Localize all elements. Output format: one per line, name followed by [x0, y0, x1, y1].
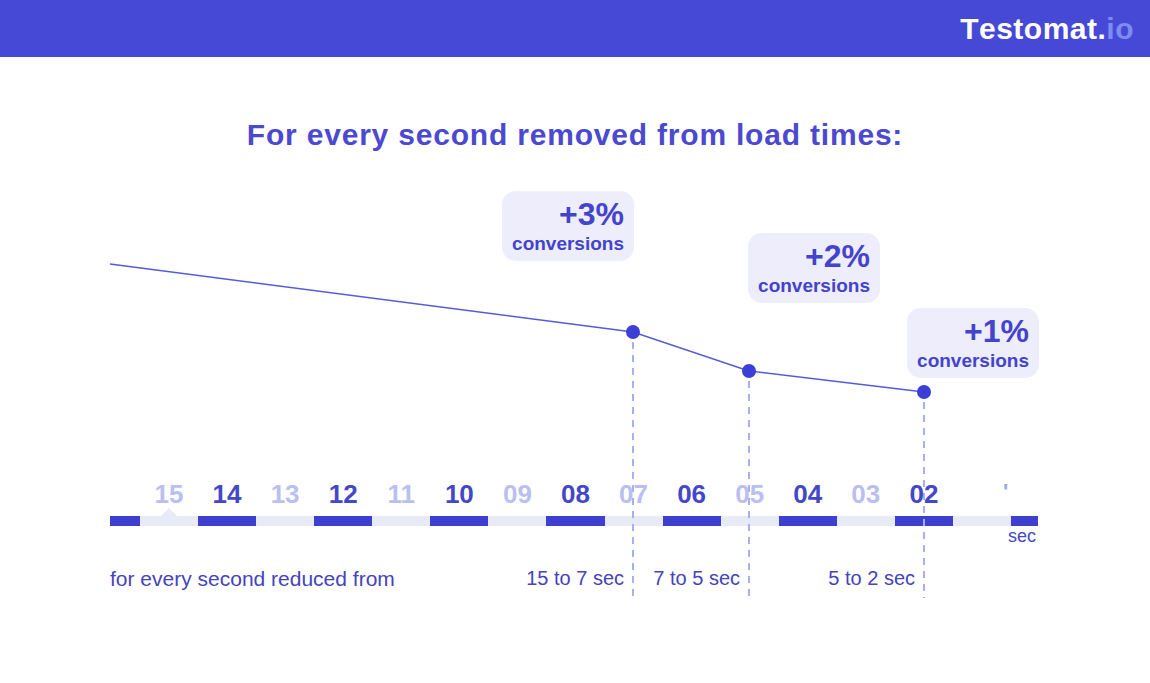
range-label-15-to-7: 15 to 7 sec	[526, 567, 624, 590]
axis-tick-08: 08	[546, 479, 604, 510]
logo-letter-t: T	[960, 12, 979, 45]
timeline-segment	[372, 516, 430, 526]
axis-tick-13: 13	[256, 479, 314, 510]
axis-tick-10: 10	[430, 479, 488, 510]
axis-tick-12: 12	[314, 479, 372, 510]
logo-suffix: io	[1106, 12, 1134, 45]
axis-tick-15: 15	[140, 479, 198, 510]
page-title: For every second removed from load times…	[0, 118, 1150, 152]
timeline-segment	[1011, 516, 1038, 526]
callout-label: conversions	[907, 349, 1029, 373]
axis-tick-11: 11	[372, 479, 430, 510]
callout-value: +2%	[748, 238, 870, 274]
axis-tick-04: 04	[779, 479, 837, 510]
timeline-segment	[256, 516, 314, 526]
data-point-7sec	[626, 325, 640, 339]
axis-tick-03: 03	[837, 479, 895, 510]
timeline-segment	[605, 516, 663, 526]
range-label-5-to-2: 5 to 2 sec	[828, 567, 915, 590]
callout-label: conversions	[502, 232, 624, 256]
axis-tick-02: 02	[895, 479, 953, 510]
axis-tick-06: 06	[663, 479, 721, 510]
axis-tick-05: 05	[721, 479, 779, 510]
callout-plus-2-percent: +2% conversions	[748, 233, 880, 303]
timeline-segment	[110, 516, 140, 526]
callout-plus-3-percent: +3% conversions	[502, 191, 634, 261]
callout-value: +3%	[502, 196, 624, 232]
callout-plus-1-percent: +1% conversions	[907, 308, 1039, 378]
data-point-5sec	[742, 364, 756, 378]
timeline-segment	[488, 516, 546, 526]
timeline-segment	[430, 516, 488, 526]
footnote-intro: for every second reduced from	[110, 567, 395, 591]
timeline-segment	[895, 516, 953, 526]
app-header: T'estomat.io	[0, 0, 1150, 57]
callout-label: conversions	[748, 274, 870, 298]
timeline-segment	[837, 516, 895, 526]
timeline-segment	[546, 516, 604, 526]
axis-tick-14: 14	[198, 479, 256, 510]
callout-value: +1%	[907, 313, 1029, 349]
axis-tick-07: 07	[605, 479, 663, 510]
timeline-segment	[721, 516, 779, 526]
range-label-7-to-5: 7 to 5 sec	[653, 567, 740, 590]
data-point-2sec	[917, 385, 931, 399]
timeline-segment	[663, 516, 721, 526]
timeline-segment	[779, 516, 837, 526]
timeline-segment	[198, 516, 256, 526]
axis-tick-09: 09	[488, 479, 546, 510]
timeline-segment	[140, 516, 198, 526]
logo-tick-mark: '	[977, 479, 1035, 505]
logo-text: estomat.	[979, 12, 1106, 45]
timeline-segment	[314, 516, 372, 526]
timeline-segment	[953, 516, 1011, 526]
axis-unit-label: sec	[1002, 526, 1042, 547]
testomat-logo[interactable]: T'estomat.io	[960, 12, 1134, 46]
